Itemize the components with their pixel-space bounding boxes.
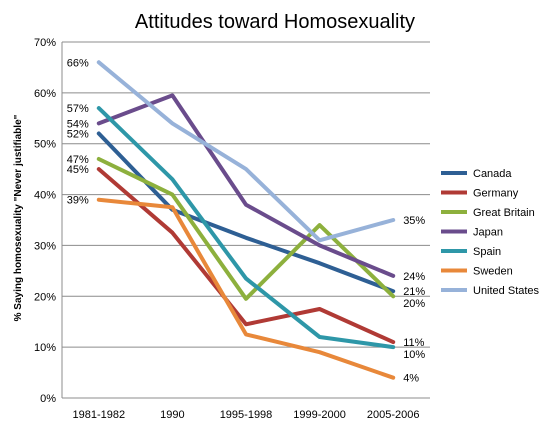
y-axis-ticks: 0% 10% 20% 30% 40% 50% 60% 70% — [34, 37, 56, 405]
x-tick-label: 2005-2006 — [367, 409, 420, 421]
start-value-label: 47% — [67, 154, 89, 166]
x-axis-ticks: 1981-1982 1990 1995-1998 1999-2000 2005-2006 — [72, 409, 419, 421]
data-labels: 66% 57% 54%52% 47%45% 39% 35% 24% 21%20% 11%10% 4… — [67, 57, 426, 384]
legend-label: Sweden — [473, 266, 513, 278]
start-value-label: 66% — [67, 57, 89, 69]
start-value-label: 57% — [67, 103, 89, 115]
y-tick-label: 60% — [34, 88, 56, 100]
legend-label: Canada — [473, 168, 512, 180]
start-value-label: 39% — [67, 195, 89, 207]
end-value-label: 10% — [403, 349, 425, 361]
end-value-label: 4% — [403, 373, 419, 385]
legend-label: Japan — [473, 227, 503, 239]
series-lines — [96, 60, 396, 380]
start-value-label: 52% — [67, 129, 89, 141]
series-line-sweden — [96, 197, 396, 380]
legend-label: Great Britain — [473, 207, 535, 219]
series-line-united-states — [96, 60, 396, 243]
end-value-label: 11% — [403, 337, 424, 349]
y-tick-label: 40% — [34, 190, 56, 202]
series-line-germany — [96, 167, 396, 345]
legend-label: Germany — [473, 188, 519, 200]
start-value-label: 45% — [67, 164, 89, 176]
y-tick-label: 0% — [40, 393, 56, 405]
legend-label: United States — [473, 285, 540, 297]
y-tick-label: 70% — [34, 37, 56, 49]
legend-label: Spain — [473, 246, 501, 258]
y-tick-label: 10% — [34, 342, 56, 354]
end-value-label: 24% — [403, 271, 425, 283]
y-tick-label: 30% — [34, 240, 56, 252]
series-line-spain — [96, 106, 396, 350]
y-tick-label: 20% — [34, 291, 56, 303]
end-value-label: 20% — [403, 298, 425, 310]
gridlines — [61, 41, 430, 399]
x-tick-label: 1981-1982 — [72, 409, 125, 421]
series-line-great-britain — [96, 157, 396, 301]
x-tick-label: 1990 — [160, 409, 184, 421]
end-value-label: 35% — [403, 215, 425, 227]
end-value-label: 21% — [403, 286, 425, 298]
chart-title: Attitudes toward Homosexuality — [135, 11, 415, 33]
series-line-japan — [96, 93, 396, 278]
start-value-label: 54% — [67, 118, 89, 130]
y-tick-label: 50% — [34, 139, 56, 151]
legend: Canada Germany Great Britain Japan Spain Swed… — [441, 168, 540, 297]
x-tick-label: 1995-1998 — [220, 409, 273, 421]
series-line-canada — [96, 131, 396, 294]
x-tick-label: 1999-2000 — [293, 409, 346, 421]
y-axis-label: % Saying homosexuality "Never justifiabl… — [13, 114, 24, 321]
